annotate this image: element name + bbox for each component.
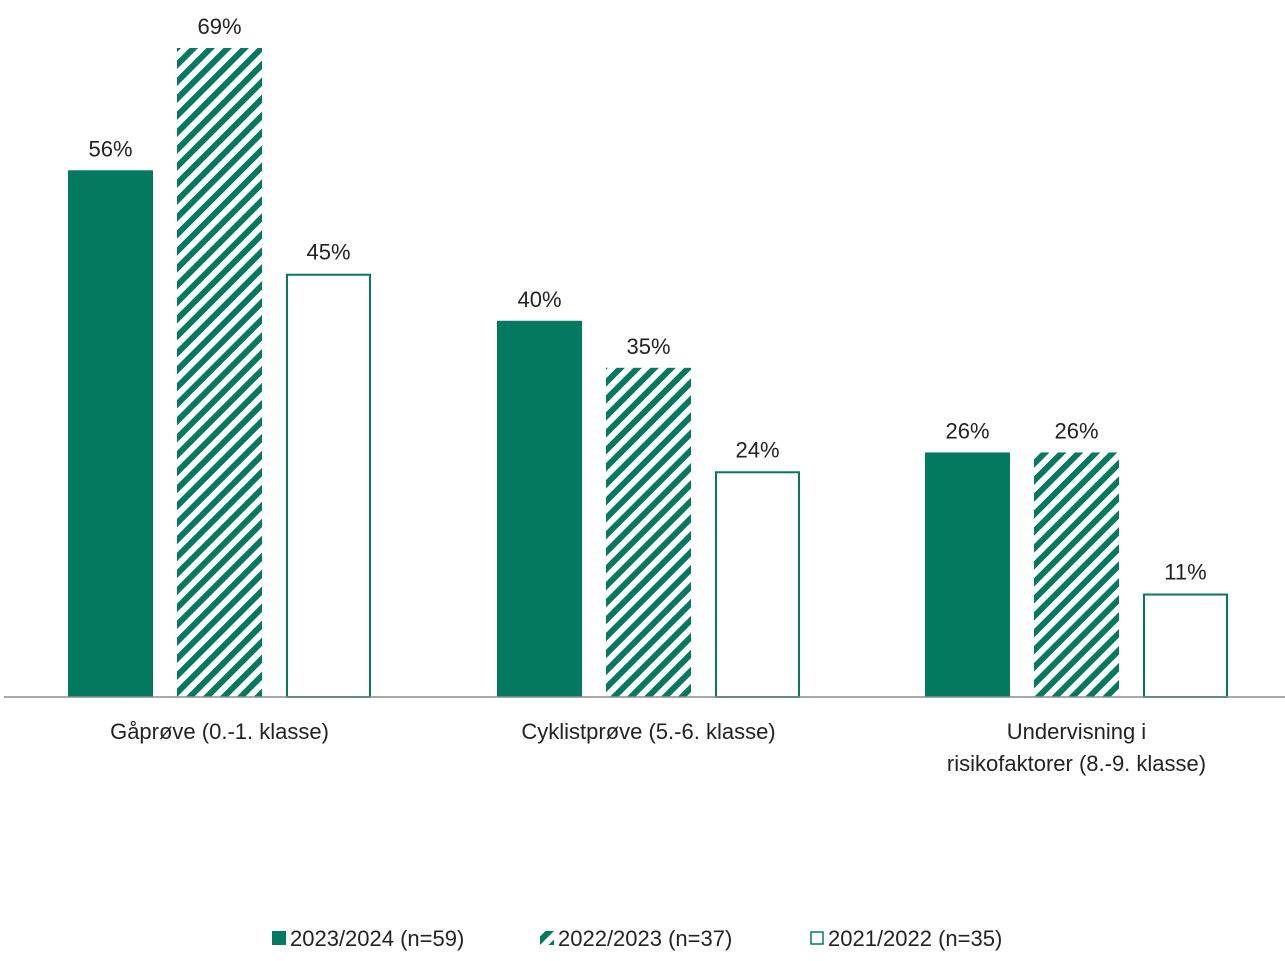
legend-swatch: [810, 931, 824, 945]
value-label: 26%: [945, 418, 989, 443]
legend-item-hatched[interactable]: 2022/2023 (n=37): [540, 926, 732, 951]
legend-label: 2022/2023 (n=37): [558, 926, 732, 951]
bars-layer: [68, 48, 1228, 699]
value-label: 40%: [517, 287, 561, 312]
bar-outline-1: [715, 471, 800, 698]
value-label: 56%: [88, 136, 132, 161]
bar-solid-2: [925, 452, 1010, 697]
bar-outline-0: [286, 273, 371, 698]
category-label: Cyklistprøve (5.-6. klasse): [521, 719, 775, 744]
category-label: Gåprøve (0.-1. klasse): [110, 719, 329, 744]
value-label: 45%: [306, 240, 350, 265]
value-labels-layer: 56% 69% 45% 40% 35% 24% 26% 26% 11%: [88, 14, 1206, 585]
bar-outline-2: [1143, 593, 1228, 699]
legend-label: 2023/2024 (n=59): [290, 926, 464, 951]
category-label: risikofaktorer (8.-9. klasse): [947, 751, 1206, 776]
legend-swatch: [540, 931, 554, 945]
value-label: 69%: [197, 14, 241, 39]
value-label: 35%: [626, 334, 670, 359]
bar-solid-0: [68, 170, 153, 697]
legend[interactable]: 2023/2024 (n=59) 2022/2023 (n=37) 2021/202…: [272, 926, 1002, 951]
value-label: 26%: [1054, 418, 1098, 443]
legend-swatch: [272, 931, 286, 945]
value-label: 24%: [735, 437, 779, 462]
category-label: Undervisning i: [1007, 719, 1146, 744]
legend-item-outline[interactable]: 2021/2022 (n=35): [810, 926, 1002, 951]
value-label: 11%: [1164, 560, 1206, 585]
category-labels-layer: Gåprøve (0.-1. klasse) Cyklistprøve (5.-6…: [110, 719, 1206, 776]
legend-label: 2021/2022 (n=35): [828, 926, 1002, 951]
bar-solid-1: [497, 320, 582, 697]
legend-item-solid[interactable]: 2023/2024 (n=59): [272, 926, 464, 951]
bar-hatched-1: [606, 367, 691, 697]
bar-hatched-2: [1034, 452, 1119, 697]
bar-hatched-0: [177, 48, 262, 697]
